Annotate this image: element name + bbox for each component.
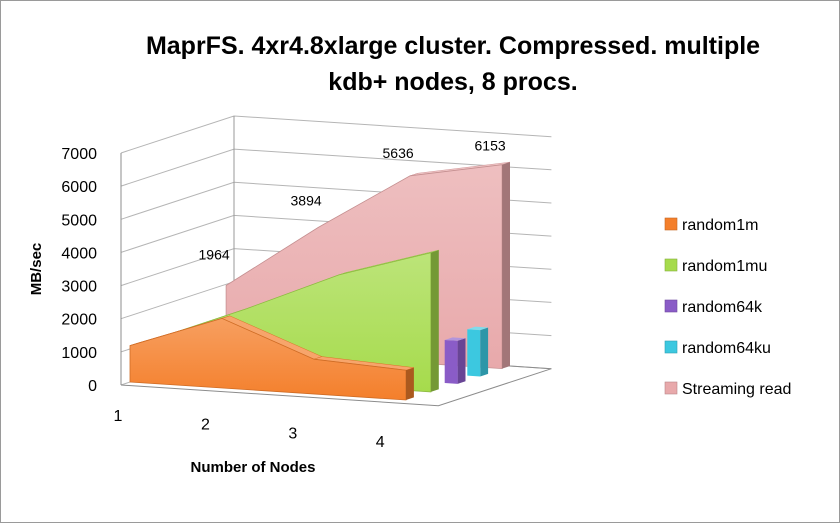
- column-top: [444, 337, 466, 341]
- column-top: [467, 326, 489, 331]
- y-axis-title: MB/sec: [28, 243, 45, 296]
- x-tick-label: 1: [114, 408, 123, 425]
- y-tick-label: 3000: [61, 279, 97, 296]
- legend-swatch: [664, 381, 678, 395]
- legend-swatch: [664, 217, 678, 231]
- legend-label: random64ku: [682, 340, 771, 357]
- y-tick-label: 7000: [61, 146, 97, 163]
- legend-label: Streaming read: [682, 381, 791, 398]
- series-random64k: [444, 337, 466, 384]
- area-end-cap: [502, 162, 510, 369]
- chart-title-line-2: kdb+ nodes, 8 procs.: [328, 68, 577, 96]
- legend-item: random64k: [664, 299, 763, 316]
- legend-label: random1mu: [682, 258, 767, 275]
- y-tick-label: 1000: [61, 345, 97, 362]
- x-axis-ticks: 1 2 3 4: [114, 408, 385, 451]
- legend-swatch: [664, 258, 678, 272]
- y-tick-label: 5000: [61, 212, 97, 229]
- column-side: [457, 338, 466, 384]
- legend-item: random1mu: [664, 258, 767, 275]
- legend-label: random64k: [682, 299, 763, 316]
- x-tick-label: 3: [288, 425, 297, 442]
- area-end-cap: [430, 250, 439, 392]
- legend-item: random1m: [664, 217, 758, 234]
- chart-title-line-1: MaprFS. 4xr4.8xlarge cluster. Compressed…: [146, 32, 760, 60]
- x-axis-title: Number of Nodes: [190, 459, 315, 476]
- legend-swatch: [664, 299, 678, 313]
- area-end-cap: [406, 367, 414, 400]
- data-label: 1964: [199, 246, 230, 262]
- column-side: [480, 327, 489, 377]
- legend-item: random64ku: [664, 340, 771, 357]
- data-label: 5636: [383, 145, 414, 161]
- chart-title: MaprFS. 4xr4.8xlarge cluster. Compressed…: [146, 32, 760, 96]
- column-bar: [467, 329, 481, 377]
- series-random64ku: [467, 326, 489, 377]
- legend-item: Streaming read: [664, 381, 791, 398]
- data-label: 6153: [475, 138, 506, 154]
- data-label: 3894: [291, 193, 322, 209]
- legend-swatch: [664, 340, 678, 354]
- y-tick-label: 6000: [61, 179, 97, 196]
- legend: random1m random1mu random64k random64ku Stre…: [664, 217, 791, 398]
- x-tick-label: 2: [201, 417, 210, 434]
- x-tick-label: 4: [376, 434, 385, 451]
- column-bar: [444, 340, 458, 384]
- series-random1m: [129, 315, 414, 401]
- y-tick-label: 2000: [61, 312, 97, 329]
- legend-label: random1m: [682, 217, 758, 234]
- y-tick-label: 4000: [61, 245, 97, 262]
- y-tick-label: 0: [88, 378, 97, 395]
- y-axis-ticks: 0 1000 2000 3000 4000 5000 6000 7000: [61, 146, 97, 395]
- chart-series: [129, 161, 511, 401]
- data-labels: 1964 3894 5636 6153: [199, 138, 506, 263]
